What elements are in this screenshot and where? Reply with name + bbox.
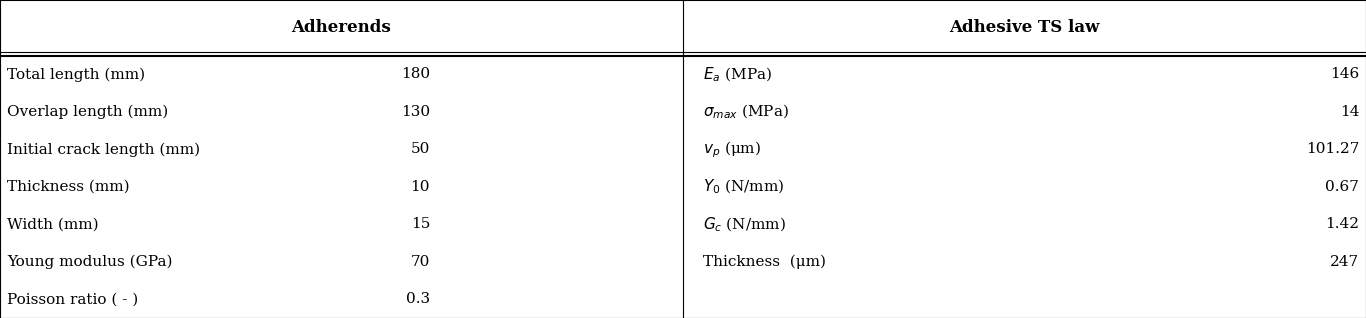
Text: $G_c$ (N/mm): $G_c$ (N/mm) <box>703 215 787 233</box>
Text: 10: 10 <box>411 180 430 194</box>
Text: 130: 130 <box>402 105 430 119</box>
Text: 0.3: 0.3 <box>406 292 430 306</box>
Text: Adherends: Adherends <box>291 19 391 36</box>
Text: 180: 180 <box>402 67 430 81</box>
Text: 0.67: 0.67 <box>1325 180 1359 194</box>
Text: 14: 14 <box>1340 105 1359 119</box>
Text: $\sigma_{max}$ (MPa): $\sigma_{max}$ (MPa) <box>703 103 790 121</box>
Text: Young modulus (GPa): Young modulus (GPa) <box>7 255 172 269</box>
Text: $v_p$ (μm): $v_p$ (μm) <box>703 139 762 160</box>
Text: Thickness  (μm): Thickness (μm) <box>703 255 826 269</box>
Text: 1.42: 1.42 <box>1325 217 1359 231</box>
Text: Poisson ratio ( - ): Poisson ratio ( - ) <box>7 292 138 306</box>
Text: 101.27: 101.27 <box>1306 142 1359 156</box>
Text: Total length (mm): Total length (mm) <box>7 67 145 82</box>
Text: 247: 247 <box>1330 255 1359 269</box>
Text: 146: 146 <box>1330 67 1359 81</box>
Text: $Y_0$ (N/mm): $Y_0$ (N/mm) <box>703 178 785 196</box>
Text: Thickness (mm): Thickness (mm) <box>7 180 130 194</box>
Text: 50: 50 <box>411 142 430 156</box>
Text: Initial crack length (mm): Initial crack length (mm) <box>7 142 199 156</box>
Text: 15: 15 <box>411 217 430 231</box>
Text: Width (mm): Width (mm) <box>7 217 98 231</box>
Text: 70: 70 <box>411 255 430 269</box>
Text: Overlap length (mm): Overlap length (mm) <box>7 105 168 119</box>
Text: $E_a$ (MPa): $E_a$ (MPa) <box>703 65 773 84</box>
Text: Adhesive TS law: Adhesive TS law <box>949 19 1100 36</box>
